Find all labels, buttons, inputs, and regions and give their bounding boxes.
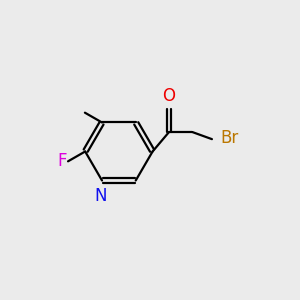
Text: N: N: [94, 188, 107, 206]
Text: Br: Br: [221, 129, 239, 147]
Text: F: F: [58, 152, 67, 170]
Text: O: O: [163, 87, 176, 105]
